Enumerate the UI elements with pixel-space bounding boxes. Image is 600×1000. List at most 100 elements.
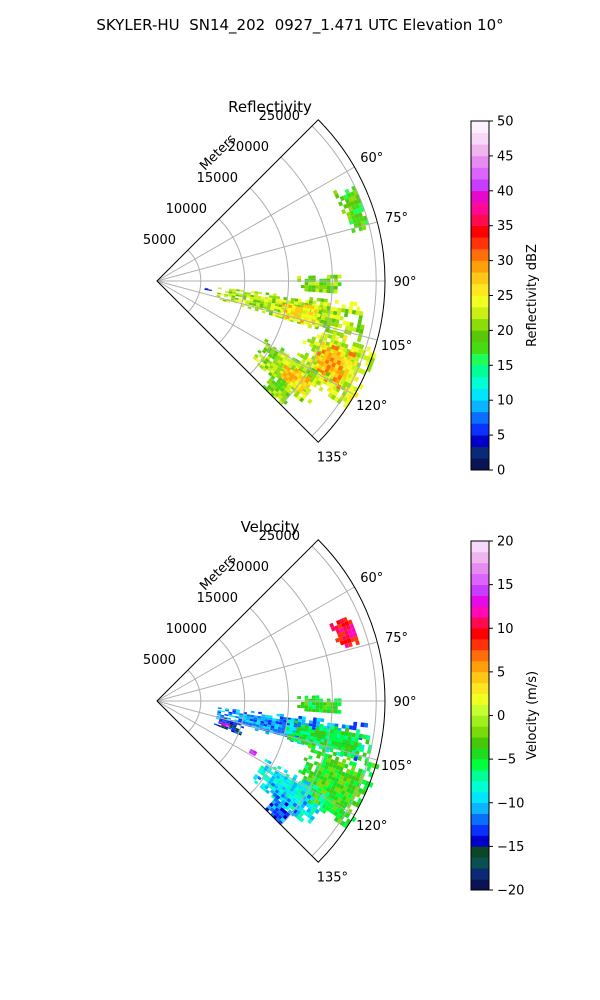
echo-cell — [332, 189, 338, 196]
echo-cell — [218, 722, 223, 725]
colorbar-swatch — [471, 791, 489, 804]
echo-cell — [261, 362, 266, 368]
echo-cell — [249, 298, 254, 302]
echo-cell — [254, 728, 259, 732]
echo-cell — [304, 285, 309, 289]
echo-cell — [306, 777, 311, 782]
echo-cell — [292, 789, 298, 795]
echo-cell — [295, 372, 301, 378]
echo-cell — [334, 274, 338, 279]
echo-cell — [343, 203, 349, 209]
echo-cell — [263, 303, 268, 307]
echo-cell — [295, 791, 301, 797]
echo-cell — [355, 733, 360, 738]
echo-cell — [232, 289, 237, 291]
echo-cell — [310, 305, 315, 310]
colorbar-tick-label: 35 — [497, 219, 514, 234]
echo-cell — [338, 742, 343, 748]
echo-cell — [283, 801, 289, 807]
echo-cell — [355, 327, 361, 333]
echo-cell — [283, 356, 289, 361]
echo-cell — [341, 743, 347, 748]
echo-cell — [334, 768, 339, 774]
echo-cell — [342, 626, 348, 632]
echo-cell — [267, 722, 272, 726]
echo-cell — [340, 805, 347, 811]
echo-cell — [234, 299, 239, 302]
echo-cell — [315, 285, 320, 289]
echo-cell — [277, 791, 283, 797]
echo-cell — [275, 362, 281, 367]
echo-cell — [308, 705, 312, 709]
echo-cell — [314, 730, 319, 735]
echo-cell — [266, 355, 271, 361]
echo-cell — [284, 369, 290, 375]
echo-cell — [204, 288, 209, 291]
colorbar-swatch — [471, 584, 489, 596]
echo-cell — [358, 315, 363, 321]
echo-cell — [319, 278, 324, 283]
echo-cell — [250, 290, 255, 294]
echo-cell — [264, 719, 269, 723]
echo-cell — [349, 369, 355, 375]
echo-cell — [334, 336, 340, 342]
echo-cell — [349, 200, 355, 207]
echo-cell — [249, 296, 254, 300]
echo-cell — [348, 760, 354, 766]
echo-cell — [349, 740, 355, 746]
colorbar-swatch — [471, 435, 489, 448]
echo-cell — [262, 306, 267, 310]
echo-cell — [326, 757, 332, 763]
range-tick-label: 25000 — [259, 109, 300, 124]
echo-cell — [306, 387, 312, 394]
echo-cell — [325, 371, 331, 377]
echo-cell — [217, 287, 222, 290]
echo-cell — [320, 788, 326, 795]
colorbar-swatch — [471, 342, 489, 354]
echo-cell — [261, 310, 266, 314]
echo-cell — [331, 740, 336, 746]
echo-cell — [296, 814, 302, 821]
echo-cell — [336, 384, 342, 390]
echo-cell — [282, 372, 288, 377]
echo-cell — [287, 371, 293, 377]
echo-cell — [332, 733, 338, 738]
echo-cell — [282, 722, 287, 726]
echo-cell — [267, 360, 273, 365]
echo-cell — [290, 311, 295, 315]
echo-cell — [227, 714, 232, 717]
echo-cell — [333, 289, 338, 294]
echo-cell — [334, 363, 340, 370]
echo-cell — [270, 305, 275, 309]
echo-cell — [250, 710, 255, 714]
echo-cell — [273, 784, 279, 790]
echo-cell — [330, 776, 336, 782]
echo-cell — [265, 731, 270, 735]
echo-cell — [267, 724, 272, 728]
colorbar-swatch — [471, 726, 489, 738]
echo-cell — [344, 620, 350, 627]
echo-cell — [272, 792, 278, 798]
echo-cell — [327, 360, 333, 366]
echo-cell — [285, 780, 290, 786]
echo-cell — [331, 376, 338, 383]
echo-cell — [281, 724, 286, 729]
echo-cell — [350, 637, 356, 643]
echo-cell — [334, 354, 340, 361]
colorbar-tick-label: 10 — [497, 622, 514, 637]
echo-cell — [334, 726, 339, 731]
echo-cell — [315, 380, 322, 386]
echo-cell — [327, 722, 332, 727]
echo-cell — [310, 748, 315, 754]
echo-region — [248, 748, 258, 757]
echo-cell — [277, 772, 282, 777]
echo-cell — [313, 793, 319, 800]
echo-cell — [256, 302, 261, 306]
echo-cell — [335, 751, 341, 756]
echo-cell — [335, 792, 341, 798]
echo-cell — [300, 790, 306, 796]
echo-cell — [311, 275, 316, 279]
echo-cell — [274, 789, 280, 794]
echo-cell — [296, 394, 302, 401]
echo-cell — [323, 282, 327, 286]
